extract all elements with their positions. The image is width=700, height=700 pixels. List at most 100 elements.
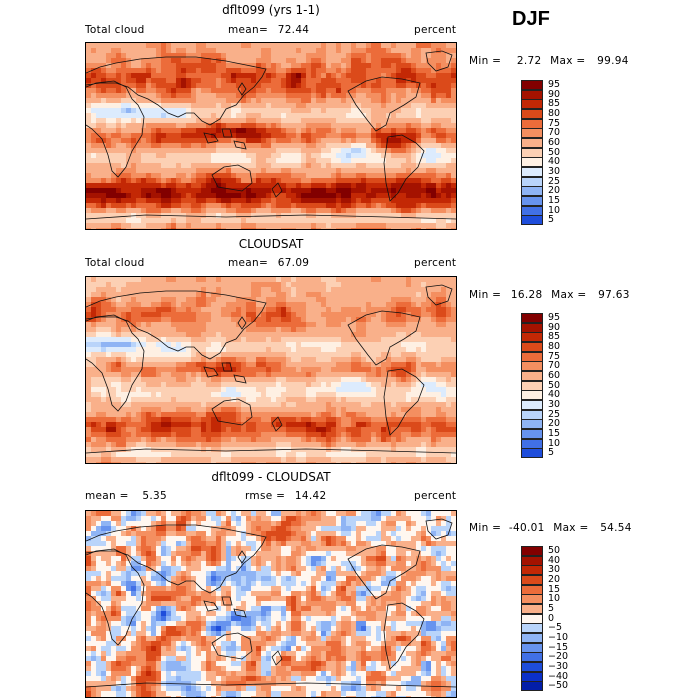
colorbar-swatch [521,176,543,187]
colorbar-swatch [521,584,543,595]
coastline [383,602,425,670]
colorbar-tick-label: 15 [548,194,561,206]
coastline [347,310,421,366]
panel-title: CLOUDSAT [238,237,304,251]
colorbar-tick-label: 75 [548,350,561,362]
colorbar-swatch [521,157,543,168]
colorbar-tick-label: 90 [548,88,561,100]
colorbar-tick-label: 80 [548,340,561,352]
coastlines [86,284,456,454]
map-canvas [86,277,456,463]
rmse-label: rmse = [245,490,286,502]
colorbar-tick-label: 5 [548,214,555,226]
coastline [86,524,267,594]
coastline [347,544,421,600]
colorbar-swatch [521,642,543,653]
heatmap-map [85,276,457,464]
mean-label: mean= [228,257,269,269]
colorbar-tick-label: 50 [548,146,561,158]
map-canvas [86,43,456,229]
colorbar-swatch [521,429,543,440]
colorbar-tick-label: 5 [548,447,555,459]
colorbar-swatch [521,380,543,391]
colorbar-tick-label: 20 [548,573,561,585]
colorbar-swatch [521,390,543,401]
coastline [271,650,283,666]
coastline [86,56,267,126]
colorbar-tick-label: −40 [548,670,569,682]
colorbar-swatch [521,99,543,110]
min-label: Min = [469,55,502,67]
min-max-text: Min = -40.01 Max = 54.54 [469,522,632,534]
season-label: DJF [512,8,550,30]
coastline [203,600,219,612]
min-max-text: Min = 2.72 Max = 99.94 [469,55,629,67]
coastline [237,316,247,330]
coastline [211,164,253,192]
mean-text: mean= 72.44 [228,24,309,36]
colorbar-swatch [521,167,543,178]
coastline [237,550,247,564]
colorbar-tick-label: 40 [548,156,561,168]
coastline [86,290,267,360]
mean-value: 72.44 [277,24,310,36]
colorbar-tick-label: 60 [548,369,561,381]
colorbar: 95 90 85 80 75 70 60 50 40 30 25 20 15 10 5 [521,312,581,459]
colorbar-swatch [521,575,543,586]
field-cells [86,277,456,463]
colorbar-tick-label: 10 [548,437,561,449]
colorbar-swatch [521,361,543,372]
colorbar-tick-label: 60 [548,136,561,148]
colorbar-tick-label: 75 [548,117,561,129]
colorbar-tick-label: 30 [548,398,561,410]
units-label: percent [414,257,457,269]
coastline [233,608,247,618]
colorbar-tick-label: 40 [548,389,561,401]
colorbar-tick-label: −10 [548,631,569,643]
colorbar-tick-label: 20 [548,185,561,197]
colorbar-tick-label: −50 [548,680,569,692]
coastline [221,596,233,606]
colorbar-swatch [521,623,543,634]
coastline [221,362,233,372]
colorbar-swatch [521,147,543,158]
coastline [233,374,247,384]
min-value: 2.72 [516,55,542,67]
colorbar-tick-label: 20 [548,418,561,430]
rmse-value: 14.42 [294,490,327,502]
variable-label: Total cloud [85,257,145,269]
colorbar-swatch [521,138,543,149]
colorbar-tick-label: 25 [548,175,561,187]
colorbar-swatch [521,555,543,566]
colorbar-swatch [521,196,543,207]
colorbar-swatch [521,400,543,411]
coastline [86,448,456,454]
coastline [233,140,247,150]
colorbar-swatch [521,633,543,644]
colorbar-tick-label: 15 [548,583,561,595]
max-value: 97.63 [598,289,630,301]
coastline [383,368,425,436]
colorbar-tick-label: 10 [548,593,561,605]
colorbar-tick-label: 70 [548,127,561,139]
colorbar-swatch [521,109,543,120]
units-label: percent [414,490,457,502]
heatmap-map [85,510,457,698]
min-value: 16.28 [510,289,543,301]
min-value: -40.01 [508,522,545,534]
colorbar-tick-label: −30 [548,660,569,672]
colorbar-tick-label: 40 [548,554,561,566]
max-label: Max = [551,289,587,301]
colorbar-tick-label: 90 [548,321,561,333]
min-label: Min = [469,522,502,534]
colorbar-swatch [521,205,543,216]
panel-title: dflt099 (yrs 1-1) [222,3,320,17]
colorbar-swatch [521,613,543,624]
colorbar-tick-label: 10 [548,204,561,216]
colorbar-swatch [521,215,543,226]
coastlines [86,50,456,220]
colorbar: 50 40 30 20 15 10 5 0 −5 −10 −15 −20 −30 −40 −50 [521,545,581,692]
coastline [347,76,421,132]
colorbar-swatch [521,652,543,663]
coastline [425,284,453,306]
